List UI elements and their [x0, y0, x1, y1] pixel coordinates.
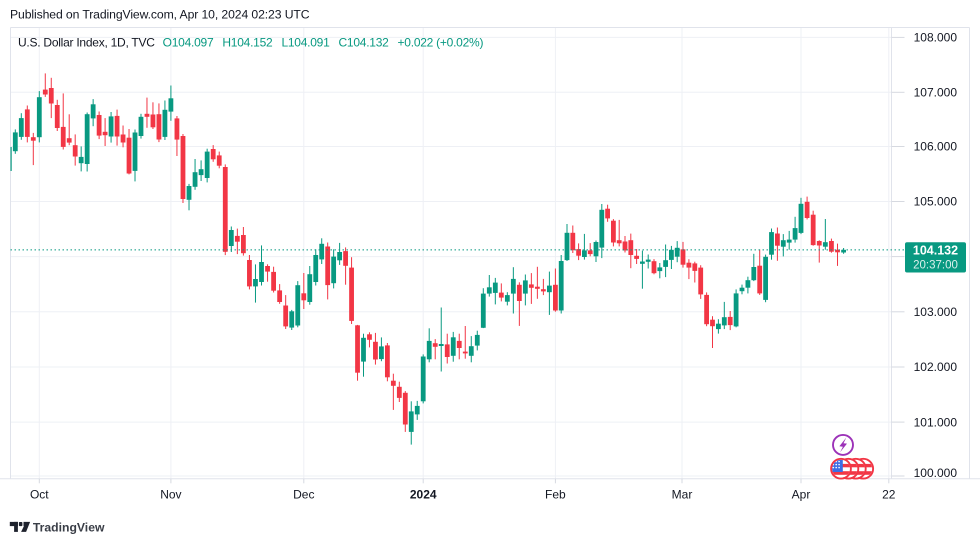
svg-text:Nov: Nov: [160, 488, 181, 502]
svg-text:TradingView: TradingView: [33, 520, 105, 534]
svg-text:Published on TradingView.com,: Published on TradingView.com, Apr 10, 20…: [10, 8, 310, 22]
svg-text:101.000: 101.000: [914, 415, 958, 429]
svg-text:Dec: Dec: [293, 488, 314, 502]
svg-text:106.000: 106.000: [914, 140, 958, 154]
svg-text:22: 22: [882, 488, 896, 502]
svg-text:104.132: 104.132: [913, 244, 958, 258]
svg-text:108.000: 108.000: [914, 31, 958, 45]
svg-text:102.000: 102.000: [914, 360, 958, 374]
svg-text:103.000: 103.000: [914, 305, 958, 319]
svg-text:105.000: 105.000: [914, 195, 958, 209]
svg-text:Oct: Oct: [30, 488, 49, 502]
svg-text:107.000: 107.000: [914, 86, 958, 100]
svg-text:20:37:00: 20:37:00: [913, 260, 958, 272]
svg-text:Feb: Feb: [545, 488, 566, 502]
svg-text:Apr: Apr: [792, 488, 811, 502]
svg-text:100.000: 100.000: [914, 466, 958, 480]
svg-text:2024: 2024: [410, 488, 437, 502]
svg-text:Mar: Mar: [672, 488, 693, 502]
